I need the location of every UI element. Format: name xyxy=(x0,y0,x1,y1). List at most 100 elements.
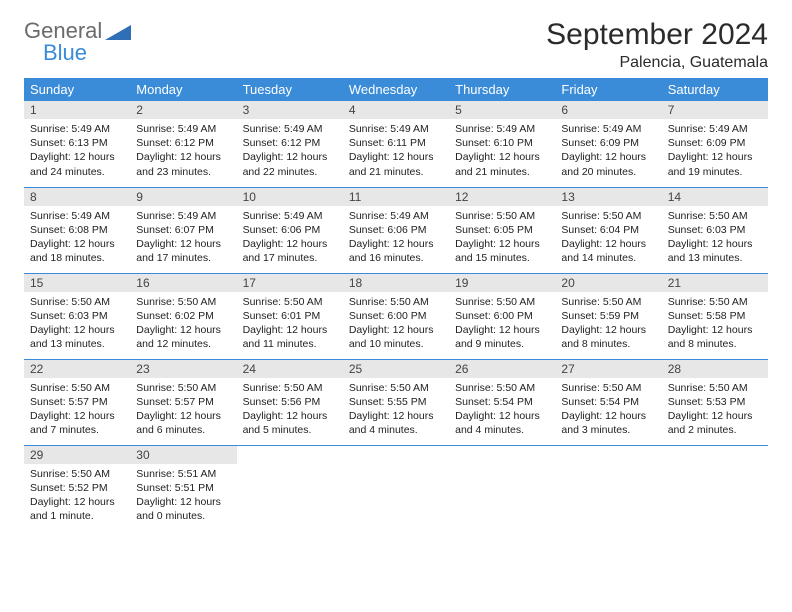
day-number: 3 xyxy=(237,101,343,119)
daylight-line-1: Daylight: 12 hours xyxy=(30,237,124,251)
brand-triangle-icon xyxy=(105,22,131,40)
calendar-cell: 24Sunrise: 5:50 AMSunset: 5:56 PMDayligh… xyxy=(237,359,343,445)
daylight-line-1: Daylight: 12 hours xyxy=(30,495,124,509)
calendar-cell: 2Sunrise: 5:49 AMSunset: 6:12 PMDaylight… xyxy=(130,101,236,187)
day-content: Sunrise: 5:50 AMSunset: 5:57 PMDaylight:… xyxy=(130,378,236,444)
daylight-line-1: Daylight: 12 hours xyxy=(243,150,337,164)
calendar-body: 1Sunrise: 5:49 AMSunset: 6:13 PMDaylight… xyxy=(24,101,768,531)
day-number: 12 xyxy=(449,188,555,206)
sunrise-line: Sunrise: 5:51 AM xyxy=(136,467,230,481)
day-content: Sunrise: 5:49 AMSunset: 6:08 PMDaylight:… xyxy=(24,206,130,272)
sunset-line: Sunset: 6:12 PM xyxy=(136,136,230,150)
calendar-cell: 4Sunrise: 5:49 AMSunset: 6:11 PMDaylight… xyxy=(343,101,449,187)
daylight-line-1: Daylight: 12 hours xyxy=(561,150,655,164)
calendar-cell: 14Sunrise: 5:50 AMSunset: 6:03 PMDayligh… xyxy=(662,187,768,273)
sunrise-line: Sunrise: 5:50 AM xyxy=(561,209,655,223)
daylight-line-1: Daylight: 12 hours xyxy=(243,323,337,337)
daylight-line-2: and 7 minutes. xyxy=(30,423,124,437)
day-number: 2 xyxy=(130,101,236,119)
daylight-line-2: and 21 minutes. xyxy=(455,165,549,179)
day-of-week-header: Thursday xyxy=(449,78,555,101)
calendar-page: General Blue September 2024 Palencia, Gu… xyxy=(0,0,792,549)
calendar-week-row: 1Sunrise: 5:49 AMSunset: 6:13 PMDaylight… xyxy=(24,101,768,187)
daylight-line-2: and 13 minutes. xyxy=(30,337,124,351)
sunrise-line: Sunrise: 5:49 AM xyxy=(668,122,762,136)
daylight-line-2: and 17 minutes. xyxy=(136,251,230,265)
daylight-line-2: and 8 minutes. xyxy=(561,337,655,351)
day-number: 13 xyxy=(555,188,661,206)
daylight-line-2: and 1 minute. xyxy=(30,509,124,523)
sunset-line: Sunset: 6:11 PM xyxy=(349,136,443,150)
day-number: 1 xyxy=(24,101,130,119)
sunrise-line: Sunrise: 5:49 AM xyxy=(243,122,337,136)
day-content: Sunrise: 5:50 AMSunset: 6:04 PMDaylight:… xyxy=(555,206,661,272)
calendar-cell xyxy=(555,445,661,531)
calendar-cell: 7Sunrise: 5:49 AMSunset: 6:09 PMDaylight… xyxy=(662,101,768,187)
daylight-line-2: and 6 minutes. xyxy=(136,423,230,437)
day-number: 19 xyxy=(449,274,555,292)
calendar-cell: 9Sunrise: 5:49 AMSunset: 6:07 PMDaylight… xyxy=(130,187,236,273)
daylight-line-1: Daylight: 12 hours xyxy=(349,409,443,423)
calendar-cell: 8Sunrise: 5:49 AMSunset: 6:08 PMDaylight… xyxy=(24,187,130,273)
sunrise-line: Sunrise: 5:49 AM xyxy=(243,209,337,223)
day-content: Sunrise: 5:49 AMSunset: 6:07 PMDaylight:… xyxy=(130,206,236,272)
sunset-line: Sunset: 5:58 PM xyxy=(668,309,762,323)
sunrise-line: Sunrise: 5:50 AM xyxy=(668,295,762,309)
calendar-table: SundayMondayTuesdayWednesdayThursdayFrid… xyxy=(24,78,768,531)
calendar-cell xyxy=(343,445,449,531)
sunset-line: Sunset: 6:00 PM xyxy=(455,309,549,323)
daylight-line-2: and 2 minutes. xyxy=(668,423,762,437)
sunrise-line: Sunrise: 5:50 AM xyxy=(30,381,124,395)
day-of-week-header: Monday xyxy=(130,78,236,101)
sunset-line: Sunset: 6:03 PM xyxy=(30,309,124,323)
sunset-line: Sunset: 5:56 PM xyxy=(243,395,337,409)
calendar-cell: 22Sunrise: 5:50 AMSunset: 5:57 PMDayligh… xyxy=(24,359,130,445)
calendar-cell: 10Sunrise: 5:49 AMSunset: 6:06 PMDayligh… xyxy=(237,187,343,273)
calendar-head: SundayMondayTuesdayWednesdayThursdayFrid… xyxy=(24,78,768,101)
day-content: Sunrise: 5:50 AMSunset: 5:52 PMDaylight:… xyxy=(24,464,130,530)
calendar-cell: 13Sunrise: 5:50 AMSunset: 6:04 PMDayligh… xyxy=(555,187,661,273)
day-content: Sunrise: 5:49 AMSunset: 6:09 PMDaylight:… xyxy=(662,119,768,185)
day-number: 18 xyxy=(343,274,449,292)
sunset-line: Sunset: 6:03 PM xyxy=(668,223,762,237)
sunrise-line: Sunrise: 5:50 AM xyxy=(243,381,337,395)
daylight-line-1: Daylight: 12 hours xyxy=(136,323,230,337)
daylight-line-1: Daylight: 12 hours xyxy=(455,237,549,251)
sunrise-line: Sunrise: 5:50 AM xyxy=(561,295,655,309)
daylight-line-2: and 4 minutes. xyxy=(455,423,549,437)
day-of-week-header: Sunday xyxy=(24,78,130,101)
day-number: 14 xyxy=(662,188,768,206)
day-number: 30 xyxy=(130,446,236,464)
sunset-line: Sunset: 5:57 PM xyxy=(136,395,230,409)
day-number: 7 xyxy=(662,101,768,119)
daylight-line-1: Daylight: 12 hours xyxy=(136,150,230,164)
daylight-line-2: and 8 minutes. xyxy=(668,337,762,351)
brand-logo: General Blue xyxy=(24,18,131,66)
title-block: September 2024 Palencia, Guatemala xyxy=(546,18,768,72)
location-label: Palencia, Guatemala xyxy=(546,54,768,72)
sunset-line: Sunset: 6:09 PM xyxy=(668,136,762,150)
calendar-cell xyxy=(237,445,343,531)
sunset-line: Sunset: 6:08 PM xyxy=(30,223,124,237)
sunset-line: Sunset: 6:01 PM xyxy=(243,309,337,323)
sunset-line: Sunset: 6:06 PM xyxy=(349,223,443,237)
calendar-cell: 21Sunrise: 5:50 AMSunset: 5:58 PMDayligh… xyxy=(662,273,768,359)
sunset-line: Sunset: 6:00 PM xyxy=(349,309,443,323)
page-header: General Blue September 2024 Palencia, Gu… xyxy=(24,18,768,72)
daylight-line-2: and 14 minutes. xyxy=(561,251,655,265)
calendar-cell: 15Sunrise: 5:50 AMSunset: 6:03 PMDayligh… xyxy=(24,273,130,359)
daylight-line-2: and 11 minutes. xyxy=(243,337,337,351)
day-content: Sunrise: 5:49 AMSunset: 6:11 PMDaylight:… xyxy=(343,119,449,185)
sunset-line: Sunset: 6:09 PM xyxy=(561,136,655,150)
daylight-line-2: and 21 minutes. xyxy=(349,165,443,179)
sunrise-line: Sunrise: 5:50 AM xyxy=(668,381,762,395)
sunset-line: Sunset: 5:59 PM xyxy=(561,309,655,323)
day-number: 17 xyxy=(237,274,343,292)
day-number: 25 xyxy=(343,360,449,378)
daylight-line-1: Daylight: 12 hours xyxy=(30,409,124,423)
daylight-line-1: Daylight: 12 hours xyxy=(668,323,762,337)
calendar-cell: 23Sunrise: 5:50 AMSunset: 5:57 PMDayligh… xyxy=(130,359,236,445)
day-content: Sunrise: 5:50 AMSunset: 5:53 PMDaylight:… xyxy=(662,378,768,444)
daylight-line-2: and 9 minutes. xyxy=(455,337,549,351)
day-number: 15 xyxy=(24,274,130,292)
